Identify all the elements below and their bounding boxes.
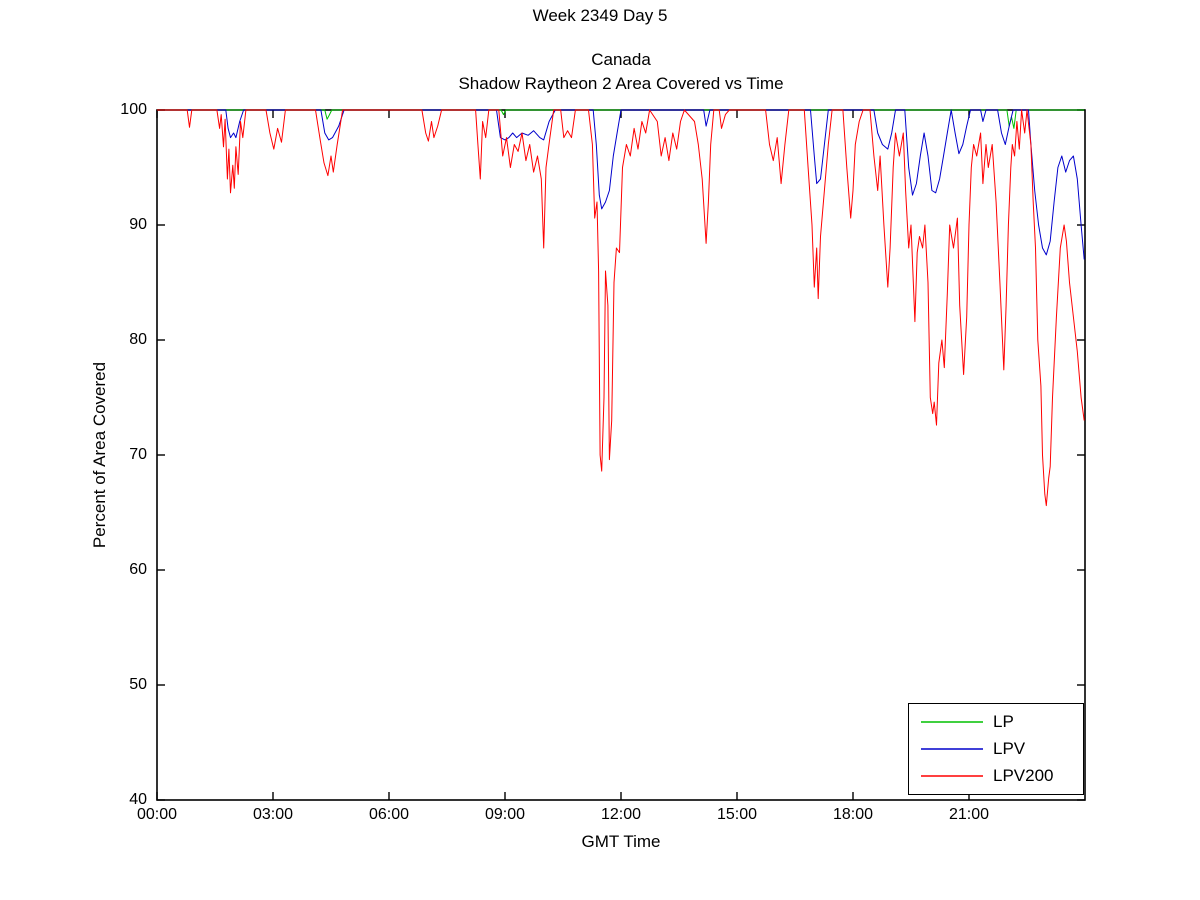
x-tick-label: 00:00 [136, 806, 178, 823]
y-tick-label: 60 [129, 561, 147, 578]
x-tick-label: 06:00 [368, 806, 410, 823]
y-tick-label: 70 [129, 446, 147, 463]
lp-line-sample-icon [921, 720, 983, 723]
chart-title-line1: Canada [591, 50, 651, 69]
series-line-lp [157, 109, 1085, 129]
y-tick-label: 100 [120, 101, 147, 118]
lpv-line-sample-icon [921, 748, 983, 750]
x-tick-label: 15:00 [716, 806, 758, 823]
x-tick-label: 09:00 [484, 806, 526, 823]
legend: LP LPV LPV200 [908, 703, 1084, 795]
legend-item-lpv: LPV [909, 739, 1083, 759]
y-tick-label: 90 [129, 216, 147, 233]
legend-item-lp: LP [909, 712, 1083, 732]
chart-title-line2: Shadow Raytheon 2 Area Covered vs Time [458, 74, 784, 93]
x-tick-label: 18:00 [832, 806, 874, 823]
lpv200-line-sample-icon [921, 775, 983, 778]
y-tick-label: 50 [129, 676, 147, 693]
legend-item-lpv200: LPV200 [909, 766, 1083, 786]
x-tick-label: 21:00 [948, 806, 990, 823]
legend-label-lpv200: LPV200 [993, 766, 1054, 786]
x-tick-label: 03:00 [252, 806, 294, 823]
series-line-lpv [157, 109, 1085, 260]
y-tick-label: 80 [129, 331, 147, 348]
legend-label-lpv: LPV [993, 738, 1026, 758]
figure-suptitle: Week 2349 Day 5 [532, 6, 668, 25]
y-tick-label: 40 [129, 791, 147, 808]
x-tick-label: 12:00 [600, 806, 642, 823]
series-line-lpv200 [157, 109, 1085, 507]
x-axis-label: GMT Time [581, 832, 661, 851]
legend-label-lp: LP [993, 711, 1014, 731]
